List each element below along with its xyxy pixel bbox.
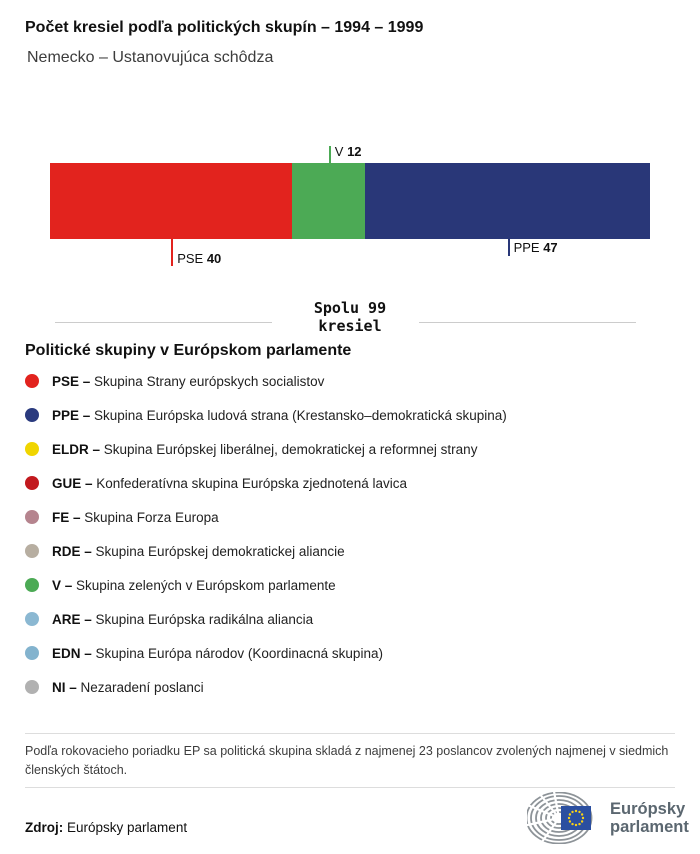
total-seats-label: Spolu 99 kresiel	[0, 299, 700, 335]
bar-segment-pse[interactable]	[50, 163, 293, 239]
legend-row-gue: GUE – Konfederatívna skupina Európska zj…	[25, 466, 675, 500]
legend-row-fe: FE – Skupina Forza Europa	[25, 500, 675, 534]
ep-logo-text-line2: parlament	[610, 818, 689, 836]
legend-label: EDN – Skupina Európa národov (Koordinacn…	[52, 645, 383, 661]
legend-row-ni: NI – Nezaradení poslanci	[25, 670, 675, 704]
legend-dot-v	[25, 578, 39, 592]
legend-row-rde: RDE – Skupina Európskej demokratickej al…	[25, 534, 675, 568]
page-subtitle: Nemecko – Ustanovujúca schôdza	[27, 49, 274, 66]
legend-dot-gue	[25, 476, 39, 490]
legend-row-pse: PSE – Skupina Strany európskych socialis…	[25, 364, 675, 398]
total-divider-right	[419, 322, 636, 323]
legend-row-edn: EDN – Skupina Európa národov (Koordinacn…	[25, 636, 675, 670]
bar-label-text: V 12	[334, 144, 362, 159]
legend-label: ARE – Skupina Európska radikálna alianci…	[52, 611, 314, 627]
legend-row-eldr: ELDR – Skupina Európskej liberálnej, dem…	[25, 432, 675, 466]
ep-logo-text: Európsky parlament	[610, 800, 689, 836]
total-seats-line2: kresiel	[318, 317, 382, 335]
legend-label: V – Skupina zelených v Európskom parlame…	[52, 577, 336, 593]
legend-dot-pse	[25, 374, 39, 388]
legend-label: PPE – Skupina Európska ludová strana (Kr…	[52, 407, 507, 423]
stacked-bar	[50, 163, 650, 239]
ep-hemicycle-icon	[527, 792, 593, 844]
legend-label: GUE – Konfederatívna skupina Európska zj…	[52, 475, 407, 491]
footer-divider-top	[25, 733, 675, 734]
bar-label-tick	[328, 146, 331, 163]
source-value: Európsky parlament	[67, 820, 188, 835]
total-seats-line1: Spolu 99	[313, 299, 387, 317]
legend-label: NI – Nezaradení poslanci	[52, 679, 204, 695]
legend-label: PSE – Skupina Strany európskych socialis…	[52, 373, 325, 389]
footer-divider-bottom	[25, 787, 675, 788]
total-divider-left	[55, 322, 272, 323]
legend-dot-eldr	[25, 442, 39, 456]
bar-label-tick	[171, 239, 174, 266]
bar-label-text: PSE 40	[177, 251, 222, 266]
page-title: Počet kresiel podľa politických skupín –…	[25, 19, 424, 36]
bar-segment-v[interactable]	[292, 163, 366, 239]
bar-label-text: PPE 47	[513, 240, 558, 255]
bar-segment-ppe[interactable]	[365, 163, 650, 239]
legend: PSE – Skupina Strany európskych socialis…	[25, 364, 675, 704]
legend-row-are: ARE – Skupina Európska radikálna alianci…	[25, 602, 675, 636]
european-parliament-logo: Európsky parlament	[527, 792, 689, 844]
source-label: Zdroj:	[25, 820, 64, 835]
legend-row-v: V – Skupina zelených v Európskom parlame…	[25, 568, 675, 602]
legend-label: FE – Skupina Forza Europa	[52, 509, 219, 525]
legend-dot-edn	[25, 646, 39, 660]
legend-heading: Politické skupiny v Európskom parlamente	[25, 342, 352, 359]
eu-flag-icon	[561, 806, 591, 830]
footnote: Podľa rokovacieho poriadku EP sa politic…	[25, 744, 669, 777]
legend-dot-ni	[25, 680, 39, 694]
source-line: Zdroj: Európsky parlament	[25, 820, 187, 835]
legend-label: RDE – Skupina Európskej demokratickej al…	[52, 543, 345, 559]
legend-dot-fe	[25, 510, 39, 524]
legend-dot-ppe	[25, 408, 39, 422]
legend-dot-rde	[25, 544, 39, 558]
ep-logo-text-line1: Európsky	[610, 800, 686, 818]
legend-dot-are	[25, 612, 39, 626]
bar-label-tick	[507, 239, 510, 256]
legend-row-ppe: PPE – Skupina Európska ludová strana (Kr…	[25, 398, 675, 432]
legend-label: ELDR – Skupina Európskej liberálnej, dem…	[52, 441, 478, 457]
